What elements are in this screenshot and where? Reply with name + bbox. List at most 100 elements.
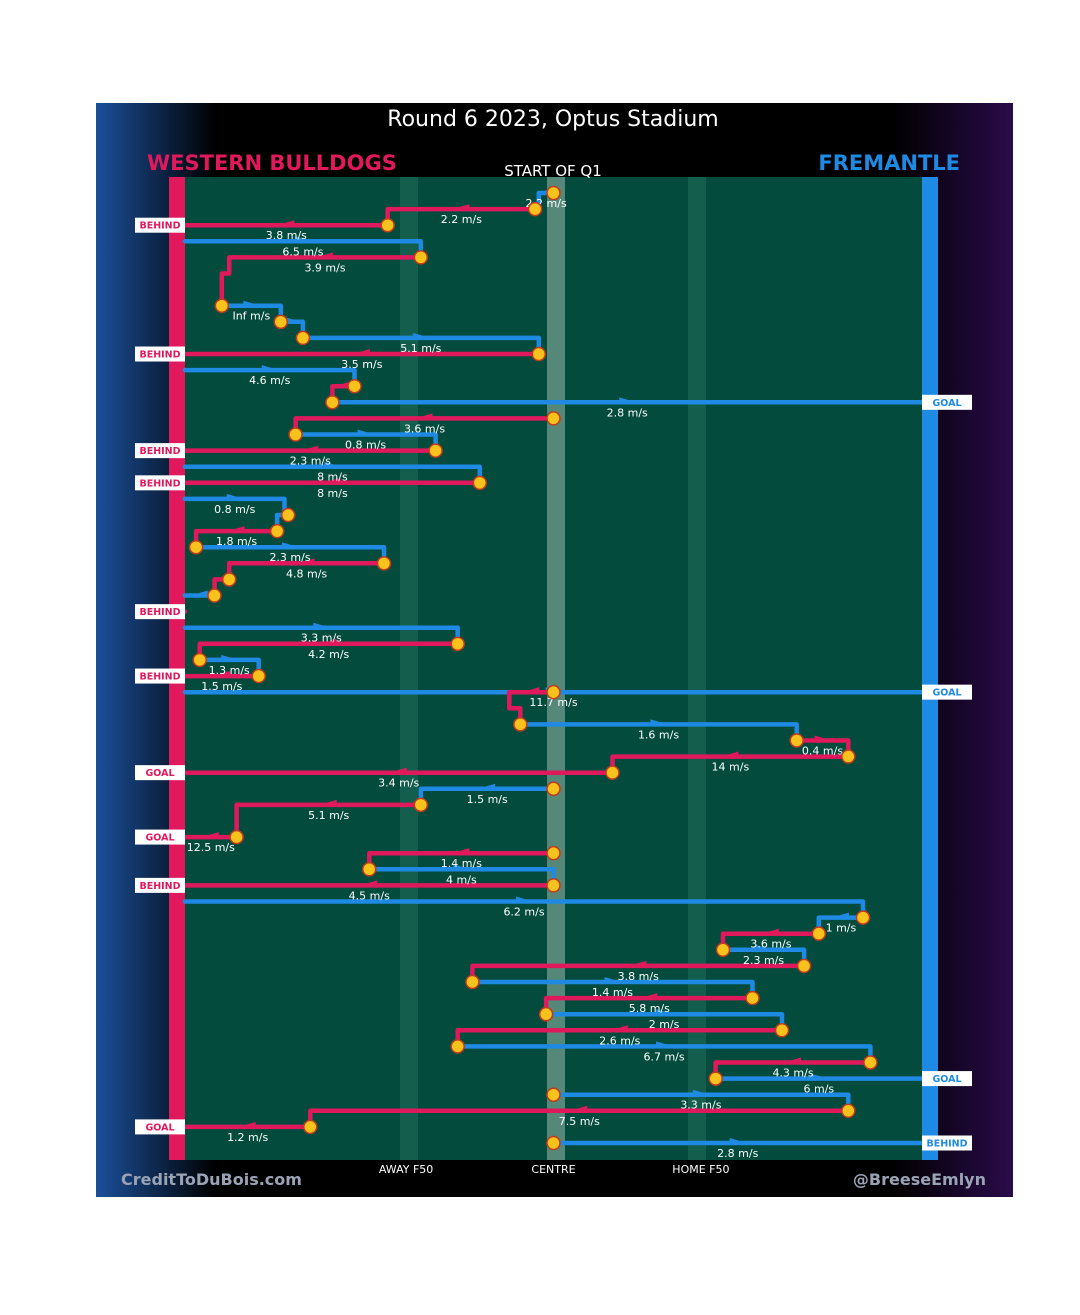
- stoppage-marker-53: [546, 1087, 561, 1102]
- speed-label-39: 4 m/s: [446, 873, 477, 886]
- chain-arrow-14: [301, 445, 319, 451]
- speed-label-32: 0.4 m/s: [802, 744, 843, 757]
- stoppage-marker-33: [841, 749, 856, 764]
- stoppage-marker-34: [605, 765, 620, 780]
- chart-subtitle: START OF Q1: [504, 162, 602, 180]
- chain-arrow-52: [810, 1073, 828, 1079]
- home-f50-line: [688, 177, 706, 1160]
- footer-handle: @BreeseEmlyn: [853, 1170, 986, 1189]
- speed-label-12: 3.6 m/s: [404, 422, 445, 435]
- footer-credit: CreditToDuBois.com: [121, 1170, 302, 1189]
- speed-label-36: 5.1 m/s: [308, 809, 349, 822]
- speed-label-47: 5.8 m/s: [629, 1002, 670, 1015]
- x-axis-ticks: AWAY F50 CENTRE HOME F50: [379, 1163, 730, 1176]
- stoppage-marker-21: [376, 556, 392, 571]
- stoppage-marker-35: [546, 781, 561, 797]
- chain-arrow-19: [227, 526, 245, 532]
- stoppage-marker-31: [513, 717, 528, 732]
- stoppage-marker-6: [273, 314, 289, 330]
- stoppage-marker-8: [531, 346, 547, 362]
- chain-arrow-27: [221, 654, 239, 660]
- chain-arrow-45: [629, 960, 647, 966]
- result-badge-14: [135, 443, 185, 459]
- result-badge-28: [135, 668, 185, 684]
- chain-arrow-44: [755, 944, 773, 950]
- speed-label-44: 2.3 m/s: [743, 954, 784, 967]
- chain-arrow-49: [610, 1025, 628, 1031]
- stoppage-marker-40: [546, 878, 561, 893]
- stoppage-marker-20: [188, 539, 204, 555]
- stoppage-marker-26: [450, 636, 465, 652]
- chain-arrow-47: [640, 993, 658, 999]
- chain-arrow-17: [226, 493, 244, 499]
- chain-arrow-6: [283, 316, 301, 322]
- chain-arrow-53: [692, 1089, 710, 1095]
- stoppage-marker-10: [347, 378, 362, 394]
- speed-label-53: 3.3 m/s: [680, 1099, 721, 1112]
- stoppage-marker-0: [546, 185, 561, 201]
- speed-label-28: 1.5 m/s: [201, 680, 242, 693]
- speed-label-37: 12.5 m/s: [187, 841, 235, 854]
- speed-label-3: 6.5 m/s: [282, 245, 323, 258]
- speed-label-49: 2.6 m/s: [599, 1034, 640, 1047]
- speed-label-29: 11.7 m/s: [529, 696, 577, 709]
- chain-arrow-42: [831, 912, 849, 918]
- speed-label-27: 1.3 m/s: [209, 664, 250, 677]
- x-tick-label-0: AWAY F50: [379, 1163, 433, 1176]
- result-label-11: GOAL: [932, 398, 961, 409]
- stoppage-marker-39: [362, 862, 377, 877]
- chain-arrow-12: [415, 413, 433, 419]
- speed-label-54: 7.5 m/s: [559, 1115, 600, 1128]
- result-badge-55: [135, 1119, 185, 1135]
- speed-label-34: 3.4 m/s: [378, 777, 419, 790]
- result-badge-24: [135, 604, 185, 620]
- stoppage-marker-4: [413, 250, 429, 265]
- home-goal-bar: [922, 177, 938, 1160]
- stoppage-marker-45: [796, 958, 812, 974]
- stoppage-marker-32: [789, 733, 804, 748]
- speed-label-13: 0.8 m/s: [345, 439, 386, 452]
- speed-label-56: 2.8 m/s: [717, 1147, 758, 1160]
- stoppage-marker-28: [251, 668, 266, 684]
- stoppage-marker-42: [855, 910, 871, 925]
- stoppage-marker-16: [472, 475, 488, 491]
- chain-arrow-13: [357, 429, 375, 435]
- chain-arrow-11: [619, 397, 637, 403]
- speed-label-43: 3.6 m/s: [750, 938, 791, 951]
- stoppage-marker-48: [538, 1006, 554, 1022]
- stoppage-marker-13: [288, 427, 303, 442]
- chain-arrow-56: [729, 1138, 747, 1143]
- chain-30: [507, 689, 556, 727]
- speed-label-26: 4.2 m/s: [308, 648, 349, 661]
- stoppage-marker-36: [413, 797, 429, 813]
- chart-title: Round 6 2023, Optus Stadium: [387, 107, 718, 132]
- stoppage-marker-44: [715, 942, 731, 958]
- chain-arrow-28: [212, 671, 230, 677]
- chain-arrow-41: [516, 896, 534, 902]
- result-label-55: GOAL: [145, 1122, 174, 1133]
- chain-arrow-50: [656, 1041, 674, 1047]
- stoppage-marker-38: [546, 845, 561, 861]
- chain-arrow-32: [814, 735, 832, 741]
- chain-arrow-26: [319, 638, 337, 644]
- chain-arrow-36: [319, 799, 337, 805]
- chain-arrow-33: [721, 751, 739, 757]
- speed-label-31: 1.6 m/s: [638, 728, 679, 741]
- speed-label-46: 1.4 m/s: [592, 986, 633, 999]
- result-label-37: GOAL: [145, 833, 174, 844]
- result-badge-8: [135, 346, 185, 362]
- stoppage-marker-22: [221, 572, 237, 587]
- speed-label-38: 1.4 m/s: [441, 857, 482, 870]
- chain-arrow-43: [761, 928, 779, 934]
- stoppage-marker-23: [207, 588, 222, 603]
- speed-label-17: 0.8 m/s: [214, 503, 255, 516]
- speed-label-11: 2.8 m/s: [607, 406, 648, 419]
- chain-36: [234, 802, 424, 840]
- chain-arrow-23: [190, 590, 208, 596]
- speed-label-8: 3.5 m/s: [341, 358, 382, 371]
- result-label-28: BEHIND: [139, 672, 180, 683]
- stoppage-marker-30: [546, 684, 561, 700]
- chain-arrow-15: [324, 461, 342, 467]
- speed-label-9: 4.6 m/s: [249, 374, 290, 387]
